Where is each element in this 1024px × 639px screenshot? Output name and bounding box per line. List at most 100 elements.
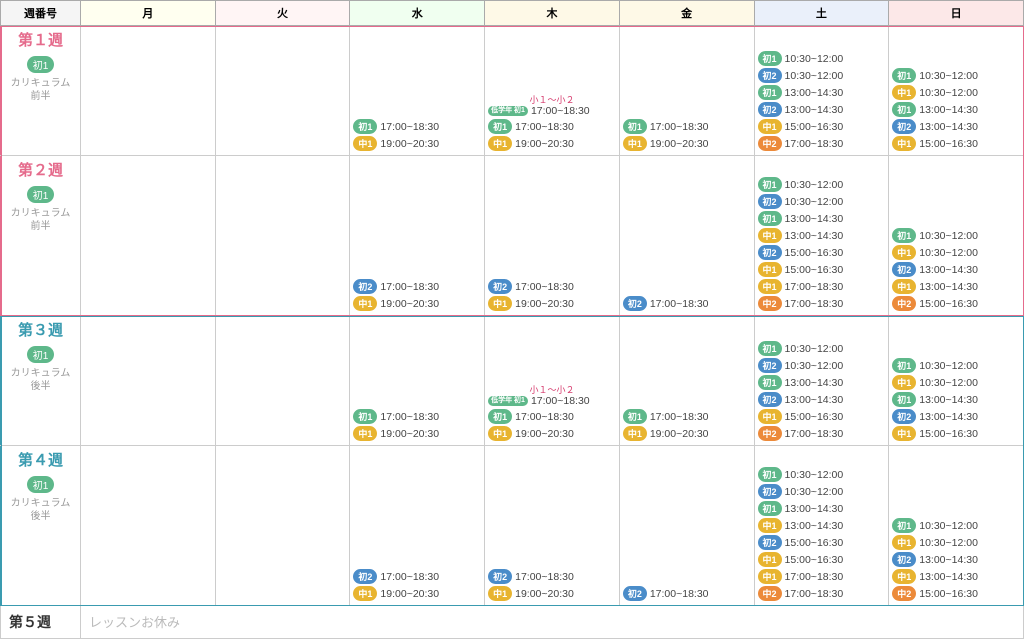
slot-badge: 中1 <box>758 569 782 584</box>
slot-time: 13:00~14:30 <box>785 503 844 515</box>
header-row: 週番号 月 火 水 木 金 土 日 <box>1 1 1024 26</box>
slot-time: 10:30~12:00 <box>919 230 978 242</box>
slot-badge: 初2 <box>758 245 782 260</box>
slot-time: 10:30~12:00 <box>919 87 978 99</box>
slot-time: 10:30~12:00 <box>785 469 844 481</box>
day-cell-sun: 初110:30~12:00中110:30~12:00初113:00~14:30初… <box>889 26 1024 156</box>
slot-badge: 初2 <box>623 586 647 601</box>
slot-badge: 中1 <box>892 426 916 441</box>
slot-badge: 初2 <box>892 552 916 567</box>
slot-time: 10:30~12:00 <box>919 247 978 259</box>
slot-badge: 初1 <box>892 392 916 407</box>
slot-badge: 初2 <box>892 409 916 424</box>
slot-badge: 初2 <box>758 535 782 550</box>
slot-badge: 中1 <box>758 228 782 243</box>
slot: 初213:00~14:30 <box>758 102 886 117</box>
slot-badge: 中2 <box>892 296 916 311</box>
slot-time: 19:00~20:30 <box>380 138 439 150</box>
slot: 初210:30~12:00 <box>758 68 886 83</box>
slot-time: 15:00~16:30 <box>919 588 978 600</box>
slot: 中115:00~16:30 <box>892 426 1020 441</box>
week-sub: カリキュラム後半 <box>4 497 77 523</box>
slot-time: 13:00~14:30 <box>785 104 844 116</box>
day-cell-sat: 初110:30~12:00初210:30~12:00初113:00~14:30中… <box>754 156 889 316</box>
slot-badge: 初1 <box>623 119 647 134</box>
slot-time: 17:00~18:30 <box>515 281 574 293</box>
hdr-fri: 金 <box>619 1 754 26</box>
day-cell-tue <box>215 316 350 446</box>
day-cell-sat: 初110:30~12:00初210:30~12:00初113:00~14:30初… <box>754 316 889 446</box>
slot-time: 13:00~14:30 <box>919 121 978 133</box>
slot: 中119:00~20:30 <box>623 426 751 441</box>
slot: 初110:30~12:00 <box>758 51 886 66</box>
slot-time: 15:00~16:30 <box>785 554 844 566</box>
slot-time: 13:00~14:30 <box>785 230 844 242</box>
slot-time: 17:00~18:30 <box>515 571 574 583</box>
slot: 初113:00~14:30 <box>758 211 886 226</box>
day-cell-wed: 初217:00~18:30中119:00~20:30 <box>350 156 485 316</box>
slot-badge: 中1 <box>758 518 782 533</box>
slot-time: 10:30~12:00 <box>785 70 844 82</box>
week-label-cell: 第４週初1カリキュラム後半 <box>1 446 81 606</box>
slot-time: 17:00~18:30 <box>785 588 844 600</box>
slot: 初110:30~12:00 <box>892 228 1020 243</box>
week-badge: 初1 <box>27 56 55 73</box>
day-cell-thu: 小１～小２低学年 初117:00~18:30初117:00~18:30中119:… <box>485 316 620 446</box>
slot: 初217:00~18:30 <box>353 569 481 584</box>
slot: 初110:30~12:00 <box>892 518 1020 533</box>
slot-badge: 初1 <box>758 467 782 482</box>
slot-time: 10:30~12:00 <box>785 343 844 355</box>
slot: 初213:00~14:30 <box>892 119 1020 134</box>
slot: 中119:00~20:30 <box>488 426 616 441</box>
slot-badge: 初1 <box>758 51 782 66</box>
slot-badge: 初2 <box>488 279 512 294</box>
slot-time: 17:00~18:30 <box>650 588 709 600</box>
day-cell-tue <box>215 26 350 156</box>
slot: 初113:00~14:30 <box>758 375 886 390</box>
day-cell-wed: 初117:00~18:30中119:00~20:30 <box>350 316 485 446</box>
slot: 低学年 初117:00~18:30 <box>488 105 616 117</box>
slot-badge: 中1 <box>488 426 512 441</box>
slot-badge: 中1 <box>758 262 782 277</box>
slot: 中119:00~20:30 <box>488 136 616 151</box>
slot-time: 15:00~16:30 <box>785 411 844 423</box>
day-cell-fri: 初217:00~18:30 <box>619 446 754 606</box>
slot-badge: 中1 <box>623 426 647 441</box>
slot-badge: 中1 <box>488 296 512 311</box>
week5-title: 第５週 <box>1 606 81 639</box>
slot: 初217:00~18:30 <box>488 279 616 294</box>
week-title: 第３週 <box>4 319 77 340</box>
slot-time: 10:30~12:00 <box>919 537 978 549</box>
slot: 中217:00~18:30 <box>758 586 886 601</box>
slot-time: 17:00~18:30 <box>380 571 439 583</box>
slot: 中110:30~12:00 <box>892 375 1020 390</box>
slot-badge: 初2 <box>758 194 782 209</box>
slot-badge: 初1 <box>758 341 782 356</box>
slot-badge: 初1 <box>353 119 377 134</box>
day-cell-thu: 初217:00~18:30中119:00~20:30 <box>485 446 620 606</box>
slot-time: 19:00~20:30 <box>515 428 574 440</box>
slot-time: 15:00~16:30 <box>785 537 844 549</box>
slot-badge: 初1 <box>892 68 916 83</box>
slot-badge: 中2 <box>758 296 782 311</box>
slot: 初215:00~16:30 <box>758 535 886 550</box>
slot-time: 17:00~18:30 <box>785 298 844 310</box>
slot-time: 13:00~14:30 <box>919 554 978 566</box>
week-row: 第４週初1カリキュラム後半初217:00~18:30中119:00~20:30初… <box>1 446 1024 606</box>
slot: 初113:00~14:30 <box>758 85 886 100</box>
slot: 中117:00~18:30 <box>758 279 886 294</box>
slot: 中115:00~16:30 <box>758 409 886 424</box>
week-sub: カリキュラム前半 <box>4 77 77 103</box>
slot-badge: 初2 <box>623 296 647 311</box>
day-cell-mon <box>81 156 216 316</box>
day-cell-sun: 初110:30~12:00中110:30~12:00初213:00~14:30中… <box>889 446 1024 606</box>
slot: 初110:30~12:00 <box>892 68 1020 83</box>
slot: 初213:00~14:30 <box>892 552 1020 567</box>
slot-badge: 中2 <box>758 586 782 601</box>
slot: 初113:00~14:30 <box>892 392 1020 407</box>
slot-time: 15:00~16:30 <box>919 138 978 150</box>
slot-time: 13:00~14:30 <box>785 394 844 406</box>
slot-time: 17:00~18:30 <box>785 281 844 293</box>
slot-badge: 中1 <box>623 136 647 151</box>
slot-time: 13:00~14:30 <box>785 520 844 532</box>
